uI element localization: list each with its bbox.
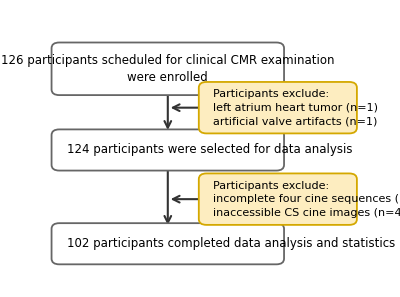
FancyBboxPatch shape xyxy=(52,129,284,170)
FancyBboxPatch shape xyxy=(52,42,284,95)
Text: 126 participants scheduled for clinical CMR examination
were enrolled: 126 participants scheduled for clinical … xyxy=(1,53,334,84)
Text: 102 participants completed data analysis and statistics: 102 participants completed data analysis… xyxy=(67,237,395,250)
FancyBboxPatch shape xyxy=(199,82,357,133)
Text: Participants exclude:
left atrium heart tumor (n=1)
artificial valve artifacts (: Participants exclude: left atrium heart … xyxy=(213,89,378,126)
FancyBboxPatch shape xyxy=(52,223,284,264)
FancyBboxPatch shape xyxy=(199,173,357,225)
Text: Participants exclude:
incomplete four cine sequences (n=18)
inaccessible CS cine: Participants exclude: incomplete four ci… xyxy=(213,181,400,218)
Text: 124 participants were selected for data analysis: 124 participants were selected for data … xyxy=(67,143,352,157)
